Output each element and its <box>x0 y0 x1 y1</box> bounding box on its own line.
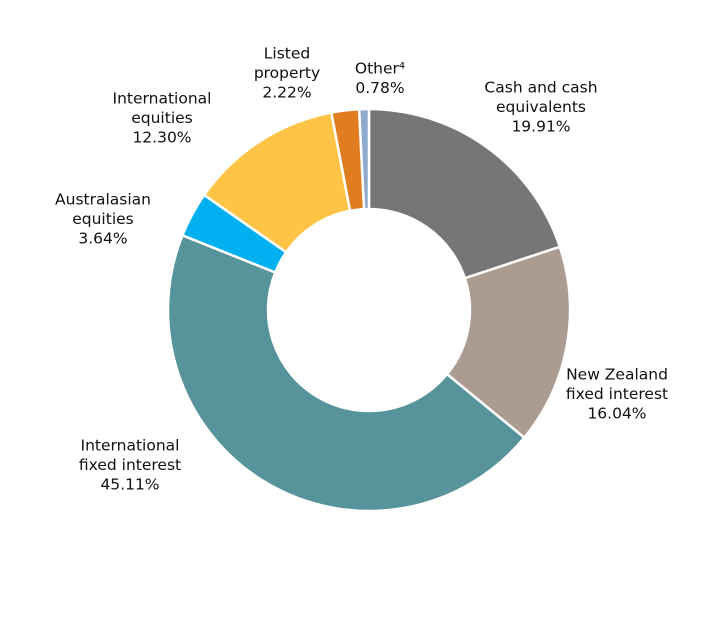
label-aus-equities: Australasian equities 3.64% <box>55 191 151 248</box>
label-cash-line-2: 19.91% <box>511 118 570 136</box>
label-nz-fixed-line-2: 16.04% <box>587 405 646 423</box>
slice-cash <box>367 107 562 280</box>
label-intl-equities-line-0: International <box>113 90 212 108</box>
slice-other <box>357 107 371 211</box>
label-cash-line-0: Cash and cash <box>484 79 597 97</box>
label-cash: Cash and cash equivalents 19.91% <box>484 79 597 136</box>
label-listed-property-line-1: property <box>254 64 320 82</box>
slice-intl-fixed <box>166 233 527 513</box>
label-intl-fixed-line-1: fixed interest <box>79 456 181 474</box>
label-nz-fixed: New Zealand fixed interest 16.04% <box>566 366 668 423</box>
label-intl-equities-line-2: 12.30% <box>132 129 191 147</box>
label-listed-property-line-0: Listed <box>264 45 310 63</box>
label-nz-fixed-line-0: New Zealand <box>566 366 668 384</box>
donut-slices <box>166 107 572 513</box>
label-other: Other⁴ 0.78% <box>355 59 405 97</box>
label-aus-equities-line-0: Australasian <box>55 191 151 209</box>
label-intl-equities: International equities 12.30% <box>113 90 212 147</box>
label-intl-fixed-line-2: 45.11% <box>100 476 159 494</box>
label-cash-line-1: equivalents <box>496 98 586 116</box>
label-intl-equities-line-1: equities <box>131 109 193 127</box>
label-intl-fixed-line-0: International <box>81 437 180 455</box>
label-aus-equities-line-1: equities <box>72 210 134 228</box>
label-listed-property-line-2: 2.22% <box>262 84 311 102</box>
label-listed-property: Listed property 2.22% <box>254 45 320 102</box>
slice-labels: Cash and cash equivalents 19.91% New Zealan… <box>55 45 668 494</box>
label-aus-equities-line-2: 3.64% <box>78 230 127 248</box>
label-other-line-1: 0.78% <box>355 79 404 97</box>
label-intl-fixed: International fixed interest 45.11% <box>79 437 181 494</box>
label-nz-fixed-line-1: fixed interest <box>566 385 668 403</box>
label-other-line-0: Other⁴ <box>355 59 405 77</box>
slice-nz-fixed <box>445 245 572 440</box>
